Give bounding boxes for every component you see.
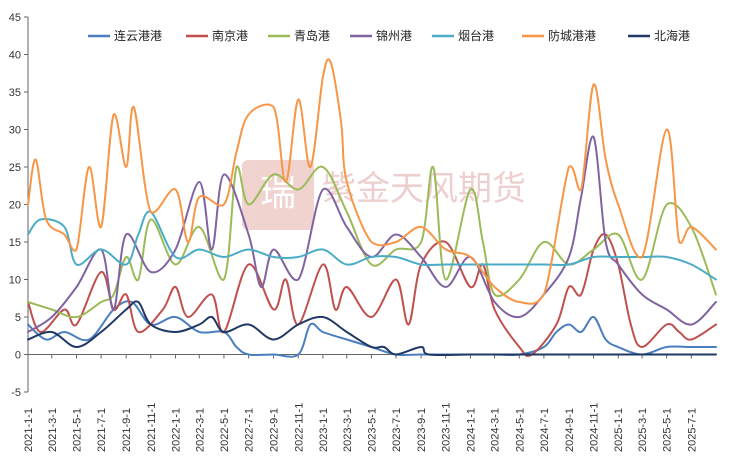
series-line-3 <box>27 165 717 319</box>
x-tick-label: 2022-11-1 <box>293 403 305 452</box>
x-tick-label: 2021-9-1 <box>121 408 133 452</box>
x-tick-label: 2024-11-1 <box>589 403 601 452</box>
x-tick-label: 2025-5-1 <box>662 408 674 452</box>
x-tick-label: 2022-5-1 <box>219 408 231 452</box>
x-tick-label: 2022-1-1 <box>170 408 182 452</box>
y-tick-label: 45 <box>9 12 21 24</box>
x-tick-label: 2023-7-1 <box>391 408 403 452</box>
y-tick-label: 20 <box>9 200 21 212</box>
x-tick-label: 2022-7-1 <box>244 408 256 452</box>
watermark-logo: 瑞 紫金天风期货 <box>242 160 526 230</box>
series-group <box>27 58 717 358</box>
x-tick-label: 2024-9-1 <box>564 408 576 452</box>
series-line-5 <box>27 210 717 281</box>
legend-label: 南京港 <box>212 28 248 43</box>
x-tick-label: 2022-9-1 <box>269 408 281 452</box>
axes: -5 0 5 10 15 20 25 30 35 40 45 2021-1-1 2021-3-1 2021… <box>9 12 716 452</box>
x-tick-label: 2025-7-1 <box>686 408 698 452</box>
x-tick-label: 2023-11-1 <box>441 403 453 452</box>
series-line-6 <box>27 58 717 305</box>
y-tick-label: 40 <box>9 50 21 62</box>
legend-label: 烟台港 <box>458 28 494 43</box>
y-tick-label: 5 <box>15 312 21 324</box>
x-tick-label: 2024-7-1 <box>539 408 551 452</box>
x-tick-label: 2025-3-1 <box>637 408 649 452</box>
y-tick-label: 35 <box>9 87 21 99</box>
series-line-2 <box>27 233 717 357</box>
x-tick-label: 2024-5-1 <box>514 408 526 452</box>
x-tick-label: 2023-1-1 <box>318 408 330 452</box>
x-tick-label: 2023-5-1 <box>366 408 378 452</box>
y-tick-label: 30 <box>9 125 21 137</box>
series-line-7 <box>27 300 717 357</box>
svg-text:瑞: 瑞 <box>260 173 296 214</box>
y-tick-label: 25 <box>9 162 21 174</box>
y-tick-label: 10 <box>9 275 21 287</box>
legend-label: 连云港港 <box>114 28 162 43</box>
y-tick-label: 0 <box>15 350 21 362</box>
legend: 连云港港 南京港 青岛港 锦州港 烟台港 防城港港 北海港 <box>88 28 690 43</box>
x-tick-label: 2021-3-1 <box>47 408 59 452</box>
x-tick-label: 2022-3-1 <box>194 408 206 452</box>
x-tick-label: 2021-11-1 <box>146 403 158 452</box>
x-tick-label: 2023-9-1 <box>416 408 428 452</box>
legend-label: 北海港 <box>654 28 690 43</box>
x-tick-label: 2025-1-1 <box>613 408 625 452</box>
x-tick-label: 2021-7-1 <box>96 408 108 452</box>
legend-label: 青岛港 <box>294 28 330 43</box>
legend-label: 锦州港 <box>376 29 412 43</box>
y-tick-label: 15 <box>9 237 21 249</box>
x-tick-label: 2021-1-1 <box>23 408 35 452</box>
legend-label: 防城港港 <box>548 28 596 43</box>
svg-text:紫金天风期货: 紫金天风期货 <box>322 169 526 209</box>
series-line-4 <box>27 135 717 333</box>
x-tick-label: 2021-5-1 <box>71 408 83 452</box>
x-tick-label: 2023-3-1 <box>342 408 354 452</box>
x-tick-label: 2024-1-1 <box>465 408 477 452</box>
y-tick-label: -5 <box>11 387 21 399</box>
x-tick-label: 2024-3-1 <box>490 408 502 452</box>
